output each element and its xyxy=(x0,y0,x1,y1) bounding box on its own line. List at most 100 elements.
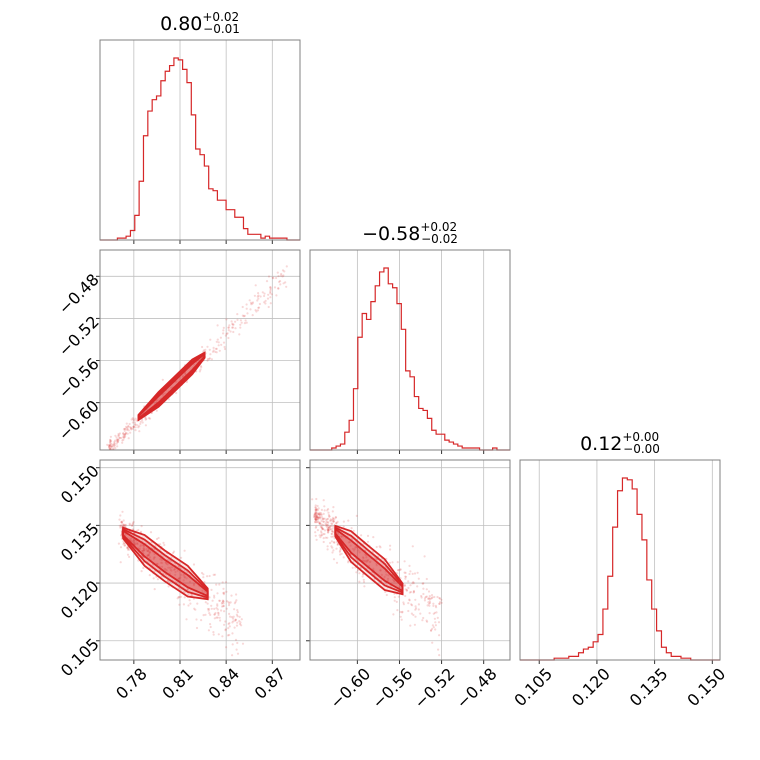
sample-point xyxy=(315,518,318,521)
sample-point xyxy=(269,286,272,289)
sample-point xyxy=(164,568,167,571)
contour-level-0 xyxy=(334,524,404,596)
param-title-2: 0.12+0.00 −0.00 xyxy=(580,430,660,456)
sample-point xyxy=(333,517,336,521)
sample-point xyxy=(147,554,150,557)
sample-point xyxy=(330,519,333,522)
sample-point xyxy=(284,281,287,284)
sample-point xyxy=(208,574,211,578)
sample-point xyxy=(327,523,330,527)
sample-point xyxy=(142,547,145,550)
sample-point xyxy=(215,616,218,619)
sample-point xyxy=(408,564,411,568)
sample-point xyxy=(326,509,329,512)
sample-point xyxy=(160,559,163,562)
sample-point xyxy=(321,517,325,520)
sample-point xyxy=(234,618,237,621)
sample-point xyxy=(257,292,260,295)
sample-point xyxy=(416,571,419,574)
sample-point xyxy=(422,582,425,585)
sample-point xyxy=(314,515,317,518)
sample-point xyxy=(326,545,329,548)
sample-point xyxy=(230,320,233,323)
sample-point xyxy=(146,554,149,557)
scatter-panel-0-2-frame xyxy=(99,459,301,661)
sample-point xyxy=(330,532,333,535)
sample-point xyxy=(399,568,402,571)
sample-point xyxy=(113,442,116,445)
sample-point xyxy=(132,418,135,421)
sample-point xyxy=(233,626,236,629)
sample-point xyxy=(130,524,133,527)
sample-point xyxy=(327,521,330,524)
sample-point xyxy=(438,597,441,600)
sample-point xyxy=(330,535,333,538)
sample-point xyxy=(326,536,329,539)
param-title-err-plus-0: +0.02 xyxy=(202,10,239,24)
sample-point xyxy=(201,589,204,592)
sample-point xyxy=(332,541,335,544)
sample-point xyxy=(172,550,176,553)
sample-point xyxy=(119,526,122,529)
sample-point xyxy=(217,611,220,614)
sample-point xyxy=(320,520,323,523)
histogram-step-2 xyxy=(520,477,720,661)
sample-point xyxy=(367,558,370,562)
sample-point xyxy=(127,425,130,428)
sample-point xyxy=(153,548,156,551)
sample-point xyxy=(165,562,168,565)
sample-point xyxy=(147,554,150,557)
sample-point xyxy=(210,604,213,607)
sample-point xyxy=(153,556,156,559)
sample-point xyxy=(231,643,234,646)
sample-point xyxy=(269,302,272,305)
sample-point xyxy=(328,515,331,518)
sample-point xyxy=(108,447,111,450)
sample-point xyxy=(199,368,202,371)
sample-point xyxy=(428,600,431,603)
sample-point xyxy=(223,623,226,626)
hist-panel-1-background xyxy=(310,250,510,450)
hist-panel-2-background xyxy=(520,460,720,660)
sample-point xyxy=(119,514,122,517)
sample-point xyxy=(214,350,217,353)
sample-point xyxy=(314,506,317,510)
sample-point xyxy=(227,627,230,630)
sample-point xyxy=(275,294,278,297)
sample-point xyxy=(428,612,431,615)
sample-point xyxy=(323,529,327,532)
sample-point xyxy=(122,436,126,439)
sample-point xyxy=(179,595,183,598)
sample-point xyxy=(316,516,319,520)
sample-point xyxy=(413,623,416,626)
sample-point xyxy=(279,280,282,283)
sample-point xyxy=(218,616,221,619)
sample-point xyxy=(167,580,170,583)
sample-point xyxy=(269,290,272,293)
sample-point xyxy=(113,450,115,452)
sample-point xyxy=(108,441,112,444)
sample-point xyxy=(257,294,260,297)
sample-point xyxy=(173,568,176,572)
sample-point xyxy=(116,440,119,443)
sample-point xyxy=(116,440,120,444)
sample-point xyxy=(314,506,317,509)
sample-point xyxy=(339,548,342,551)
sample-point xyxy=(336,543,340,546)
sample-point xyxy=(180,573,183,577)
sample-point xyxy=(240,321,243,324)
sample-point xyxy=(332,520,335,523)
sample-point xyxy=(423,599,426,602)
sample-point xyxy=(426,604,429,607)
sample-point xyxy=(167,566,170,569)
x-tick-label-1-3: −0.48 xyxy=(453,664,501,712)
sample-point xyxy=(391,561,394,564)
sample-point xyxy=(414,608,417,611)
sample-point xyxy=(407,586,410,590)
sample-point xyxy=(329,541,332,545)
y-tick-label-2-0: 0.105 xyxy=(57,634,103,680)
sample-point xyxy=(314,518,317,522)
sample-point xyxy=(316,529,319,532)
sample-point xyxy=(363,560,366,563)
sample-point xyxy=(128,422,131,426)
